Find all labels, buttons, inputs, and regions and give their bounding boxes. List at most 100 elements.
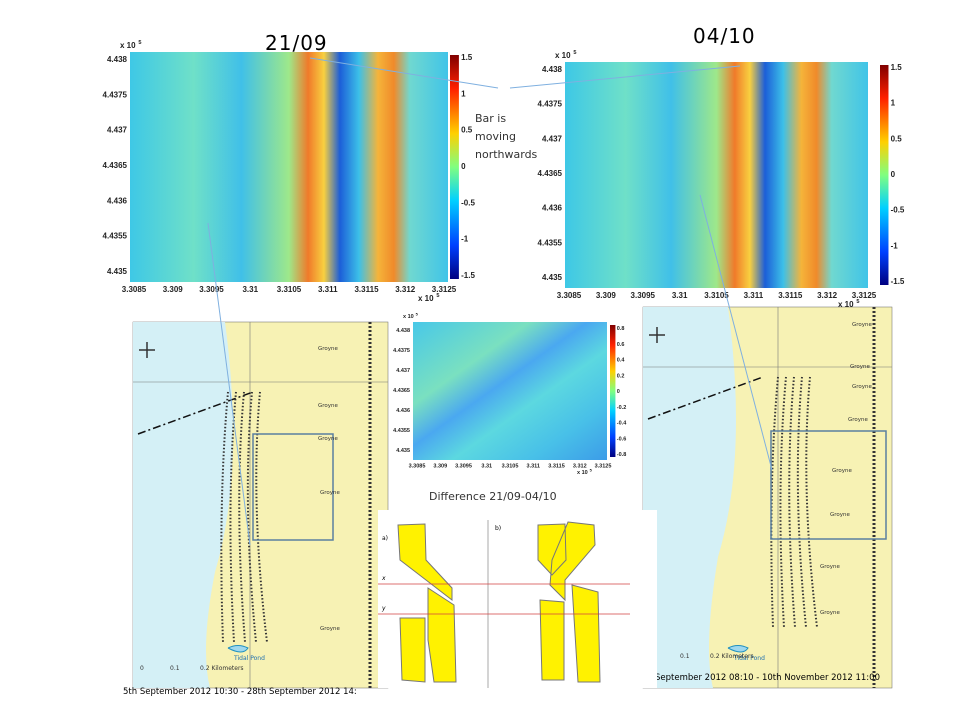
x-tick-label: 3.3115 [548,464,565,470]
bar-shape [537,521,601,683]
heatmap [565,62,868,288]
survey-track [796,376,807,628]
y-tick-label: 4.4355 [538,238,563,247]
y-tick-label: 4.437 [396,368,410,374]
colorbar-label: -0.4 [617,421,627,427]
survey-track [220,391,229,643]
groyne-label: Groyne [318,346,339,352]
transect [647,376,764,420]
study-box [252,433,334,541]
x-tick-label: 3.309 [596,291,617,300]
x-tick-label: 3.312 [573,464,587,470]
arrow [207,222,251,546]
content: Tidal Pond 5th September 2012 10:30 - 28t… [103,24,905,697]
survey-track [788,376,796,628]
multiplier: x 10 [555,51,571,60]
exponent: 5 [590,468,593,472]
x-tick-label: 3.31 [481,464,492,470]
y-tick-label: 4.4365 [393,388,410,394]
colorbar-label: -1.5 [891,277,905,286]
transect [137,391,254,435]
x-tick-label: 3.3085 [409,464,426,470]
y-tick-label: 4.436 [396,408,410,414]
line-label: x [381,575,386,582]
colorbar-label: 0.5 [891,134,903,143]
x-tick-label: 3.31 [242,285,258,294]
pond-label: Tidal Pond [233,655,265,662]
colorbar-label: -0.2 [617,405,626,411]
survey-track [770,376,779,628]
colorbar-label: -0.5 [891,206,905,215]
groyne-label: Groyne [318,436,339,442]
scale-label: 0.1 [170,665,180,672]
x-tick-label: 3.3085 [122,285,147,294]
colorbar-label: -0.5 [461,198,475,207]
survey-track [779,376,787,628]
annotation: northwards [475,148,538,161]
x-tick-label: 3.312 [395,285,416,294]
x-tick-label: 3.3105 [502,464,519,470]
multiplier: x 10 [838,300,854,309]
y-tick-label: 4.4375 [538,100,563,109]
colorbar-label: 1.5 [891,63,903,72]
colorbar-label: -1 [461,235,469,244]
exponent: 5 [573,50,576,56]
colorbar-label: 0 [891,170,896,179]
y-tick-label: 4.435 [396,448,410,454]
north-arrow [139,342,155,358]
arrow [309,57,499,89]
exponent: 5 [138,40,141,46]
x-tick-label: 3.3125 [595,464,612,470]
date-label: 04/10 [693,24,756,48]
arrow [509,65,741,89]
colorbar [880,65,889,285]
x-tick-label: 3.3115 [778,291,803,300]
x-tick-label: 3.312 [817,291,838,300]
groyne-label: Groyne [820,564,841,570]
y-tick-label: 4.438 [396,328,410,334]
exponent: 5 [416,312,419,316]
x-tick-label: 3.309 [163,285,184,294]
map-caption: 5th September 2012 10:30 - 28th Septembe… [123,687,357,697]
survey-track [255,391,268,643]
y-tick-label: 4.438 [542,65,563,74]
difference-caption: Difference 21/09-04/10 [429,490,557,503]
y-tick-label: 4.4365 [538,169,563,178]
heatmap [413,322,607,460]
scale-label: 0.2 Kilometers [710,653,754,660]
groyne-label: Groyne [850,364,871,370]
map-sea [133,322,233,688]
colorbar-label: 1 [461,89,466,98]
exponent: 5 [856,299,859,305]
colorbar-label: -1.5 [461,271,475,280]
multiplier: x 10 [577,470,588,476]
multiplier: x 10 [120,41,136,50]
pond [727,645,749,653]
y-tick-label: 4.438 [107,55,128,64]
y-tick-label: 4.4375 [393,348,410,354]
x-tick-label: 3.311 [527,464,540,470]
colorbar-label: 0.6 [617,342,625,348]
annotation: Bar is [475,112,506,125]
line-label: y [381,605,386,612]
date-label: 21/09 [265,31,328,55]
colorbar-label: 0 [617,389,620,395]
multiplier: x 10 [403,314,414,320]
north-arrow [649,327,665,343]
x-tick-label: 3.309 [433,464,447,470]
study-box [770,430,887,540]
y-tick-label: 4.435 [542,273,563,282]
y-tick-label: 4.437 [107,126,128,135]
y-tick-label: 4.437 [542,134,563,143]
annotation: moving [475,130,516,143]
colorbar-label: 1.5 [461,53,473,62]
x-tick-label: 3.3095 [455,464,472,470]
groyne-label: Groyne [832,468,853,474]
colorbar-label: 0.5 [461,126,473,135]
groyne-label: Groyne [820,610,841,616]
scale-label: 0.2 Kilometers [200,665,244,672]
colorbar-label: 0.4 [617,358,626,364]
multiplier: x 10 [418,294,434,303]
x-tick-label: 3.3115 [354,285,379,294]
